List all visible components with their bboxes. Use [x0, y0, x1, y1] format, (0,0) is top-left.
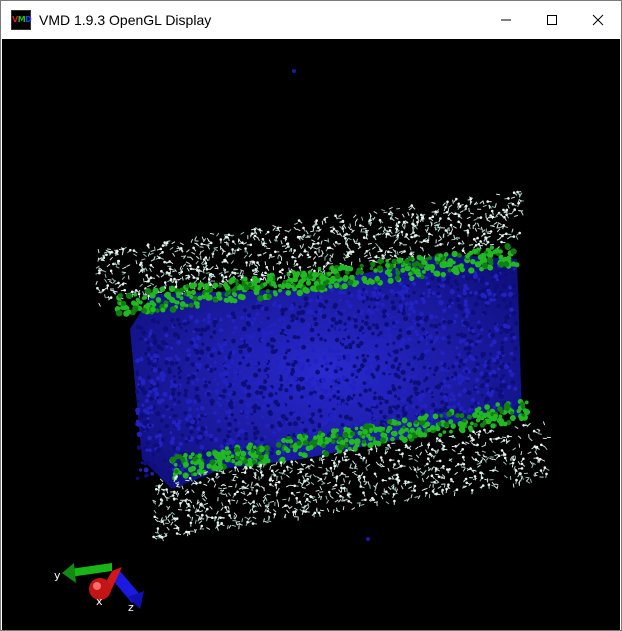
axes-indicator: y x z: [50, 541, 160, 621]
vmd-app-icon: VMD: [11, 10, 32, 30]
maximize-button[interactable]: [529, 1, 575, 39]
window-controls: [483, 1, 621, 39]
minimize-icon: [501, 19, 511, 21]
window-title: VMD 1.9.3 OpenGL Display: [39, 12, 212, 28]
axes-glyph: [62, 563, 144, 609]
molecule-render: [95, 69, 551, 542]
title-bar[interactable]: VMD VMD 1.9.3 OpenGL Display: [1, 1, 621, 39]
axis-x-label: x: [96, 595, 103, 608]
minimize-button[interactable]: [483, 1, 529, 39]
particle-layer: [95, 69, 551, 542]
maximize-icon: [547, 15, 557, 25]
opengl-viewport[interactable]: y x z: [2, 39, 620, 630]
axis-y-label: y: [54, 569, 61, 582]
axis-z-label: z: [128, 601, 134, 614]
close-icon: [592, 14, 604, 26]
close-button[interactable]: [575, 1, 621, 39]
